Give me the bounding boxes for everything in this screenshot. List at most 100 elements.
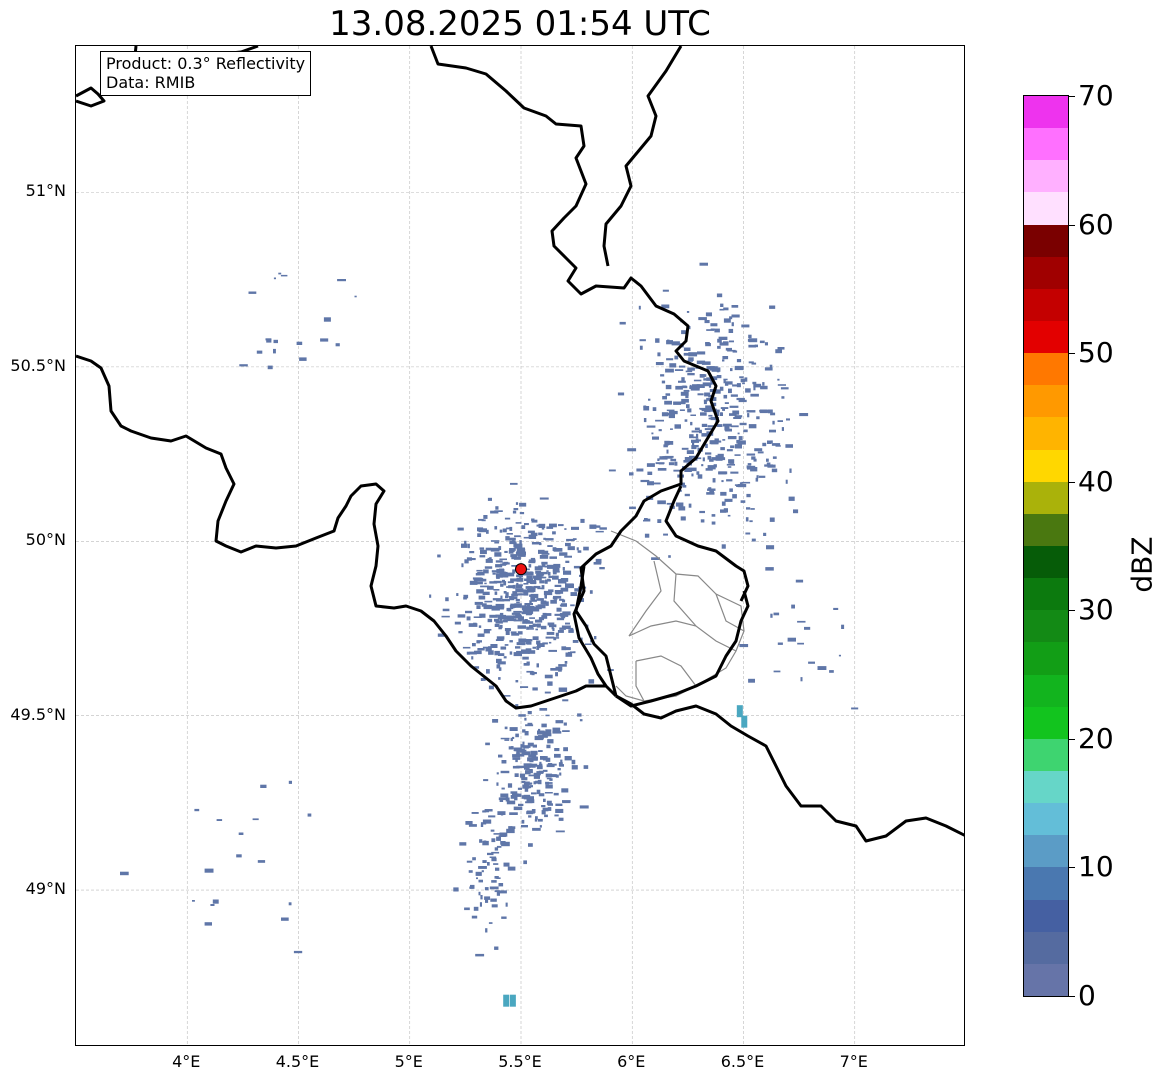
echo-pixel	[521, 606, 528, 611]
echo-pixel	[524, 603, 527, 608]
echo-pixel	[543, 590, 553, 596]
echo-pixel	[504, 550, 508, 553]
echo-pixel	[488, 922, 493, 924]
echo-pixel	[530, 579, 536, 585]
echo-pixel	[530, 557, 536, 560]
echo-pixel	[644, 533, 650, 538]
echo-pixel	[550, 668, 560, 671]
echo-pixel	[585, 643, 592, 645]
echo-pixel	[480, 895, 483, 900]
echo-pixel	[529, 607, 536, 610]
echo-pixel	[531, 519, 538, 523]
echo-pixel	[681, 398, 689, 403]
echo-pixel	[665, 393, 671, 396]
echo-pixel	[256, 350, 263, 354]
echo-pixel	[708, 487, 712, 490]
echo-pixel	[754, 448, 763, 452]
echo-pixel	[755, 477, 759, 482]
echo-pixel	[562, 611, 571, 616]
echo-pixel	[354, 295, 357, 298]
echo-pixel	[516, 582, 519, 587]
echo-pixel	[473, 906, 479, 911]
echo-pixel	[500, 737, 510, 740]
echo-pixel	[741, 481, 751, 484]
echo-pixel	[555, 803, 563, 806]
echo-pixel	[542, 614, 548, 619]
echo-pixel	[480, 678, 486, 681]
radar-site-dot	[515, 563, 527, 576]
echo-pixel	[533, 588, 536, 593]
echo-pixel	[534, 819, 537, 822]
echo-pixel	[629, 506, 636, 510]
echo-pixel	[697, 351, 706, 355]
echo-pixel	[736, 359, 742, 363]
echo-pixel	[689, 457, 693, 461]
echo-pixel	[288, 780, 292, 784]
echo-pixel	[686, 404, 690, 409]
echo-pixel	[711, 402, 717, 407]
echo-pixel	[542, 769, 548, 772]
echo-pixel	[464, 540, 467, 545]
echo-pixel	[549, 778, 553, 781]
echo-pixel	[744, 377, 748, 382]
echo-pixel	[769, 364, 773, 369]
echo-pixel	[513, 508, 519, 511]
echo-pixel	[510, 746, 514, 750]
echo-pixel	[210, 904, 215, 906]
echo-pixel	[636, 468, 644, 472]
echo-pixel	[546, 526, 554, 529]
echo-pixel	[724, 426, 730, 431]
echo-pixel	[589, 524, 597, 529]
echo-pixel	[564, 555, 572, 558]
echo-pixel	[524, 571, 529, 575]
echo-pixel	[533, 575, 541, 579]
echo-pixel	[683, 460, 691, 463]
echo-pixel	[523, 583, 529, 585]
echo-pixel	[528, 586, 534, 591]
echo-pixel	[516, 765, 526, 769]
echo-pixel	[490, 898, 497, 902]
echo-pixel	[773, 612, 780, 616]
echo-pixel	[496, 664, 501, 669]
echo-pixel	[526, 810, 535, 814]
echo-pixel	[707, 488, 716, 491]
echo-pixel	[468, 824, 477, 827]
echo-pixel	[532, 756, 538, 760]
echo-pixel	[536, 640, 541, 645]
echo-pixel	[698, 317, 707, 321]
echo-pixel	[483, 515, 488, 519]
echo-pixel	[526, 639, 533, 642]
echo-pixel	[504, 739, 510, 741]
echo-pixel	[478, 866, 487, 869]
echo-pixel	[495, 614, 504, 617]
echo-pixel	[766, 458, 769, 462]
echo-pixel	[688, 503, 692, 508]
echo-pixel	[502, 695, 511, 697]
echo-pixel	[644, 518, 648, 520]
echo-pixel	[507, 581, 514, 584]
echo-pixel	[725, 381, 733, 385]
echo-pixel	[515, 502, 519, 505]
echo-pixel	[737, 432, 740, 435]
echo-pixel	[732, 350, 738, 353]
echo-pixel	[545, 636, 555, 639]
echo-pixel	[595, 525, 601, 528]
echo-pixel	[498, 754, 503, 758]
echo-pixel	[543, 798, 546, 802]
echo-pixel	[533, 774, 540, 779]
echo-pixel	[535, 570, 542, 574]
colorbar-segment	[1024, 674, 1068, 707]
colorbar-tick	[1069, 96, 1075, 97]
echo-pixel	[515, 733, 519, 738]
echo-pixel	[683, 352, 693, 356]
echo-pixel	[494, 650, 500, 656]
echo-pixel	[494, 847, 499, 851]
echo-pixel	[711, 521, 716, 525]
echo-pixel	[738, 399, 747, 403]
echo-pixel	[690, 387, 700, 391]
echo-pixel	[518, 553, 526, 557]
echo-pixel	[527, 711, 532, 715]
echo-pixel	[539, 555, 549, 559]
echo-pixel	[545, 784, 553, 789]
echo-pixel	[216, 819, 223, 821]
